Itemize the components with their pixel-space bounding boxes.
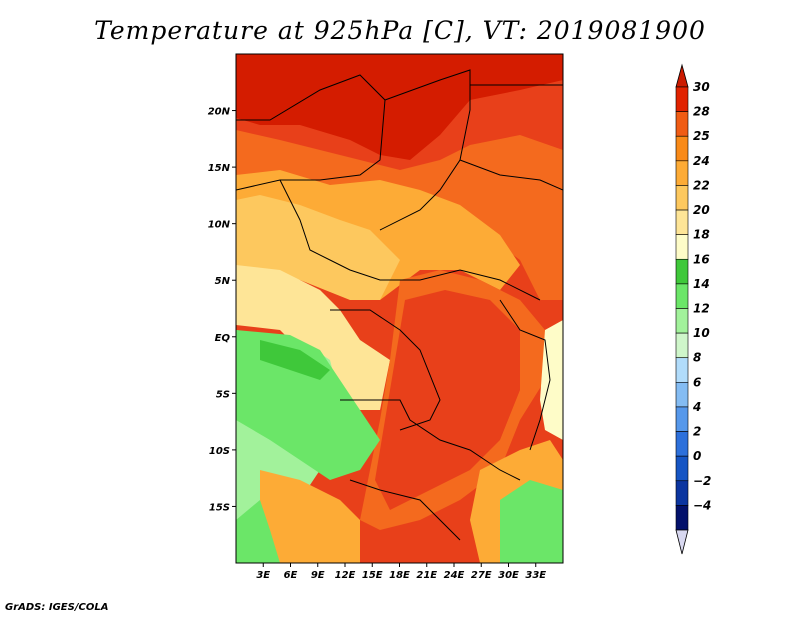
colorbar-label: 6 <box>693 375 701 389</box>
y-tick-label: 10N <box>208 220 231 231</box>
x-tick-label: 21E <box>416 570 437 581</box>
zone-sahara-hottest <box>236 54 563 160</box>
colorbar-segment <box>675 505 689 531</box>
colorbar-label: 18 <box>693 228 710 242</box>
colorbar-label: 14 <box>693 277 710 291</box>
colorbar-label: −2 <box>693 474 711 488</box>
colorbar-segment <box>675 258 689 285</box>
colorbar-label: 24 <box>693 154 710 168</box>
border-sudan <box>459 159 563 191</box>
border-namibia <box>349 479 461 541</box>
colorbar-label: 2 <box>693 425 701 439</box>
zone-southwest-warm <box>260 470 360 563</box>
border-west-sahara <box>236 74 386 191</box>
map-title: Temperature at 925hPa [C], VT: 201908190… <box>94 16 706 45</box>
colorbar-segment <box>675 332 689 359</box>
colorbar-segment <box>675 455 689 482</box>
zone-angola-coast <box>236 330 380 480</box>
colorbar-segment <box>675 406 689 432</box>
zone-congo-hot <box>375 290 520 510</box>
zone-southwest-green <box>236 500 280 563</box>
x-tick-label: 3E <box>256 570 270 581</box>
y-tick-label: 15S <box>209 502 230 513</box>
colorbar-label: 4 <box>692 400 701 414</box>
x-tick-label: 18E <box>389 570 410 581</box>
colorbar-segment <box>675 185 689 211</box>
colorbar-label: 20 <box>693 203 710 217</box>
colorbar-segment <box>675 209 689 235</box>
x-axis: 3E 6E 9E 12E 15E 18E 21E 24E 27E 30E 33E <box>256 563 546 581</box>
x-tick-label: 27E <box>471 570 492 581</box>
colorbar-segment <box>675 135 689 162</box>
colorbar-segment <box>675 160 689 186</box>
colorbar-label: 16 <box>693 252 710 266</box>
colorbar-segment <box>675 382 689 408</box>
border-congo <box>330 309 441 431</box>
zone-coast-mild <box>236 265 390 410</box>
colorbar-label: 12 <box>693 302 710 316</box>
border-niger-chad <box>379 69 471 231</box>
x-tick-label: 15E <box>362 570 383 581</box>
colorbar-segment <box>675 308 689 334</box>
colorbar-bottom-arrow <box>675 529 689 555</box>
y-tick-label: 15N <box>208 163 231 174</box>
colorbar-segment <box>675 480 689 506</box>
colorbar-label: 28 <box>693 105 710 119</box>
zone-mozambique-cool <box>500 480 563 563</box>
y-tick-label: 20N <box>208 107 231 118</box>
colorbar-segment <box>675 283 689 309</box>
colorbar-label: 8 <box>693 351 701 365</box>
colorbar-segment <box>675 431 689 457</box>
x-tick-label: 12E <box>335 570 356 581</box>
border-great-lakes <box>499 299 551 451</box>
x-tick-label: 6E <box>284 570 298 581</box>
colorbar-top-arrow <box>675 63 689 88</box>
colorbar-label: 22 <box>693 178 710 192</box>
border-angola-zambia <box>340 399 521 481</box>
x-tick-label: 9E <box>311 570 325 581</box>
footer-credit: GrADS: IGES/COLA <box>5 602 109 613</box>
border-central <box>279 179 541 301</box>
colorbar-segment <box>675 234 689 260</box>
colorbar-label: 10 <box>693 326 710 340</box>
x-tick-label: 24E <box>444 570 465 581</box>
y-tick-label: 5S <box>216 389 230 400</box>
colorbar-segment <box>675 357 689 383</box>
zone-gabon-green <box>260 340 330 380</box>
country-borders <box>236 69 563 541</box>
temperature-field <box>236 54 563 563</box>
y-tick-label: EQ <box>215 333 231 344</box>
x-tick-label: 30E <box>498 570 519 581</box>
y-axis: 20N 15N 10N 5N EQ 5S 10S 15S <box>208 107 236 513</box>
colorbar-label: 30 <box>693 80 710 94</box>
colorbar-label: 0 <box>693 449 701 463</box>
y-tick-label: 5N <box>215 276 231 287</box>
colorbar-label: 25 <box>693 129 710 143</box>
colorbar-segment <box>675 111 689 137</box>
colorbar-label: −4 <box>693 498 711 512</box>
x-tick-label: 33E <box>525 570 546 581</box>
colorbar-segment <box>675 86 689 112</box>
y-tick-label: 10S <box>209 446 230 457</box>
